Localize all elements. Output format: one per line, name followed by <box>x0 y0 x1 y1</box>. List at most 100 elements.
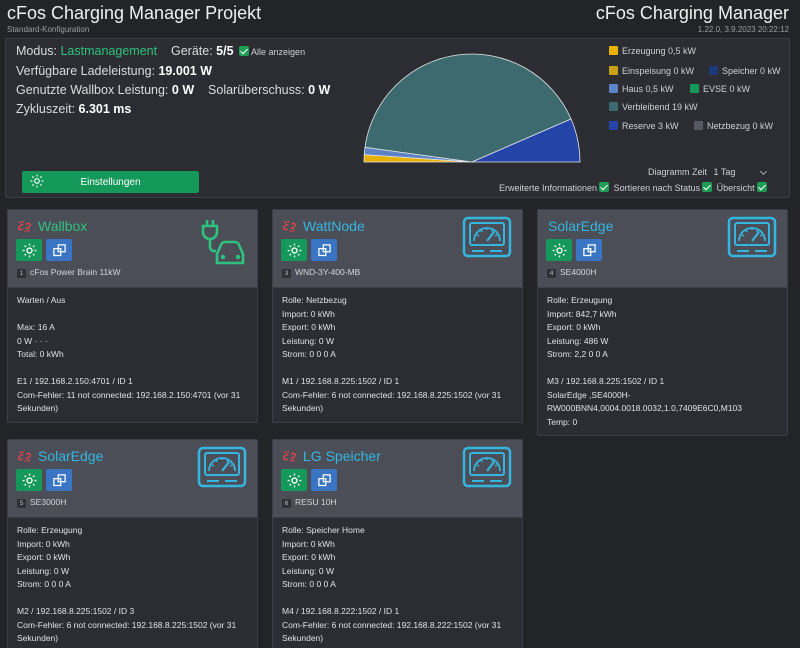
sort-status-checkbox[interactable] <box>702 182 713 192</box>
device-name[interactable]: SolarEdge <box>38 448 104 464</box>
card-line: Strom: 2,2 0 0 A <box>547 349 608 359</box>
broken-link-icon <box>18 220 31 233</box>
card-line: Rolle: Netzbezug <box>282 295 347 305</box>
gear-icon <box>552 243 566 257</box>
card-line: Sekunden) <box>17 403 59 413</box>
device-model: RESU 10H <box>295 497 337 507</box>
card-line: M4 / 192.168.8.222:1502 / ID 1 <box>282 606 400 616</box>
card-line: Leistung: 0 W <box>282 335 334 346</box>
gear-icon <box>22 243 36 257</box>
devices-label: Geräte: <box>170 44 213 58</box>
device-settings-button[interactable] <box>281 469 307 491</box>
meter-icon <box>462 446 512 488</box>
legend-item-haus: Haus 0,5 kW <box>609 84 674 94</box>
card-body: Rolle: Netzbezug Import: 0 kWh Export: 0 k… <box>273 288 522 422</box>
overview-checkbox[interactable] <box>756 182 767 192</box>
device-id-badge: 5 <box>17 499 26 508</box>
app-name: cFos Charging Manager <box>595 3 789 23</box>
card-line: Leistung: 0 W <box>282 565 334 576</box>
app-header: cFos Charging Manager 1.22.0, 3.9.2023 2… <box>596 3 789 34</box>
card-line: Temp: 0 <box>547 416 578 427</box>
card-line: Rolle: Erzeugung <box>547 295 613 305</box>
legend-item-einspeisung: Einspeisung 0 kW <box>609 66 694 76</box>
card-line <box>282 592 513 606</box>
card-line: 0 W · · · <box>17 335 48 346</box>
card-header: Wallbox 1 cFos Power Brain 11kW <box>8 210 257 288</box>
broken-link-icon <box>283 450 296 463</box>
broken-link-icon <box>17 219 32 239</box>
device-model: SE3000H <box>30 497 67 507</box>
card-line: Leistung: 486 W <box>547 335 609 346</box>
gauge-slice-verbleibend <box>364 53 572 163</box>
card-line: Export: 0 kWh <box>547 322 601 332</box>
legend-swatch <box>609 121 618 130</box>
device-copy-button[interactable] <box>46 239 72 261</box>
card-line: Com-Fehler: 11 not connected: 192.168.2.… <box>17 389 241 400</box>
device-copy-button[interactable] <box>576 239 602 261</box>
card-line: Strom: 0 0 0 A <box>282 349 336 359</box>
card-header: SolarEdge 5 SE3000H <box>8 440 257 518</box>
device-settings-button[interactable] <box>16 469 42 491</box>
card-line: Rolle: Speicher Home <box>282 525 365 535</box>
card-line: Rolle: Erzeugung <box>17 525 83 535</box>
card-line: Total: 0 kWh <box>17 349 64 359</box>
available-power-row: Verfügbare Ladeleistung: 19.001 W <box>16 64 212 78</box>
project-title: cFos Charging Manager Projekt <box>7 3 262 23</box>
overview-label[interactable]: Übersicht <box>716 183 755 193</box>
card-body: Rolle: Speicher Home Import: 0 kWh Export:… <box>273 518 522 648</box>
mode-value[interactable]: Lastmanagement <box>60 44 158 58</box>
meter-icon <box>197 446 247 488</box>
diagram-time-select[interactable]: 1 Tag <box>710 167 770 177</box>
copy-icon <box>582 243 596 256</box>
device-name[interactable]: WattNode <box>303 218 365 234</box>
device-id-badge: 6 <box>282 499 291 508</box>
broken-link-icon <box>282 219 297 239</box>
card-line: M2 / 192.168.8.225:1502 / ID 3 <box>17 606 135 616</box>
copy-icon <box>52 243 66 256</box>
settings-button[interactable]: Einstellungen <box>22 171 199 193</box>
device-model-row: 3 WND-3Y-400-MB <box>282 267 360 278</box>
device-settings-button[interactable] <box>546 239 572 261</box>
show-all-checkbox[interactable] <box>239 46 250 56</box>
available-label: Verfügbare Ladeleistung: <box>16 64 155 78</box>
card-body: Rolle: Erzeugung Import: 0 kWh Export: 0 k… <box>8 518 257 648</box>
legend-swatch <box>609 66 618 75</box>
broken-link-icon <box>18 450 31 463</box>
device-copy-button[interactable] <box>46 469 72 491</box>
meter-icon <box>462 446 512 493</box>
card-line <box>282 362 513 376</box>
copy-icon <box>317 473 331 486</box>
device-settings-button[interactable] <box>16 239 42 261</box>
device-name[interactable]: SolarEdge <box>548 218 614 234</box>
sort-status-label[interactable]: Sortieren nach Status <box>613 183 701 193</box>
device-settings-button[interactable] <box>281 239 307 261</box>
legend-swatch <box>690 84 699 93</box>
device-copy-button[interactable] <box>311 239 337 261</box>
device-model-row: 6 RESU 10H <box>282 497 337 508</box>
device-card-solaredge-se4000h: SolarEdge 4 SE4000H Rolle: Erzeugung Impor… <box>537 209 788 436</box>
device-name[interactable]: LG Speicher <box>303 448 381 464</box>
device-id-badge: 4 <box>547 269 556 278</box>
show-all-label[interactable]: Alle anzeigen <box>251 47 306 57</box>
extended-info-label[interactable]: Erweiterte Informationen <box>499 183 598 193</box>
card-line <box>17 362 248 376</box>
device-name[interactable]: Wallbox <box>38 218 88 234</box>
device-model: cFos Power Brain 11kW <box>30 267 121 277</box>
extended-info-checkbox[interactable] <box>599 182 610 192</box>
card-header: SolarEdge 4 SE4000H <box>538 210 787 288</box>
card-header: LG Speicher 6 RESU 10H <box>273 440 522 518</box>
card-line: Import: 0 kWh <box>17 538 70 549</box>
card-line: Com-Fehler: 6 not connected: 192.168.8.2… <box>282 619 502 630</box>
card-line: E1 / 192.168.2.150:4701 / ID 1 <box>17 376 133 386</box>
legend-swatch <box>694 121 703 130</box>
legend-swatch <box>609 84 618 93</box>
legend-item-erzeugung: Erzeugung 0,5 kW <box>609 46 696 56</box>
broken-link-icon <box>283 220 296 233</box>
card-body: Warten / Aus Max: 16 A 0 W · · · Total: 0 k… <box>8 288 257 422</box>
mode-label: Modus: <box>16 44 57 58</box>
device-copy-button[interactable] <box>311 469 337 491</box>
ev-charger-icon <box>193 216 247 273</box>
card-line: Com-Fehler: 6 not connected: 192.168.8.2… <box>17 619 237 630</box>
mode-row: Modus: Lastmanagement Geräte: 5/5 Alle a… <box>16 44 305 58</box>
device-model-row: 5 SE3000H <box>17 497 66 508</box>
